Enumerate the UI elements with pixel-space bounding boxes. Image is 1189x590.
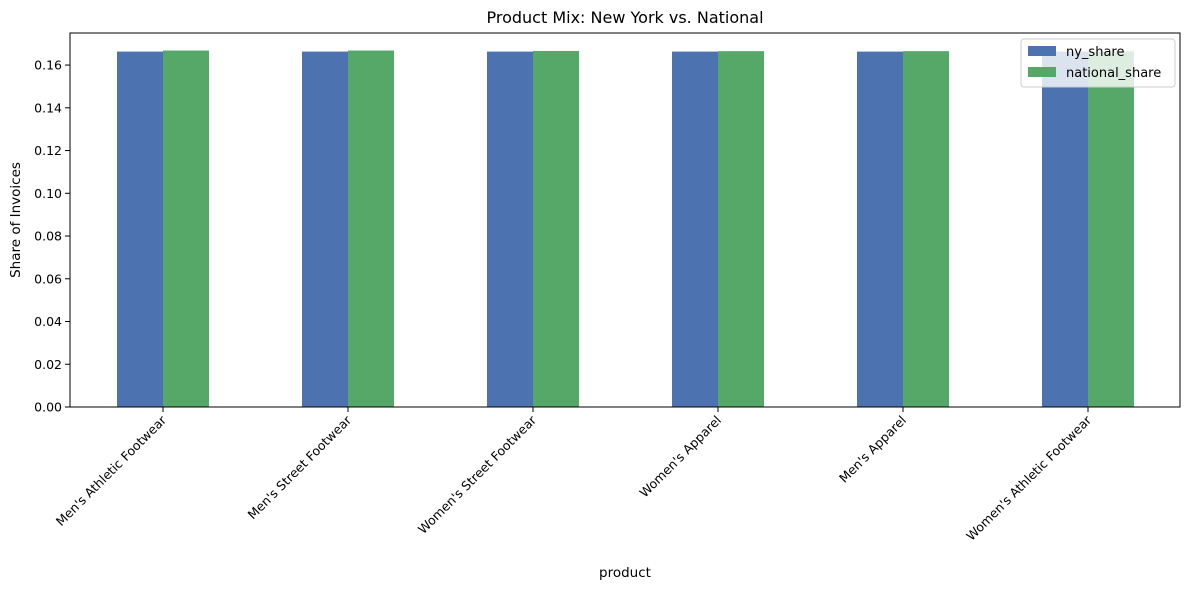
- bar-national_share-1: [348, 50, 394, 408]
- y-axis: 0.00 0.02 0.04 0.06 0.08 0.10 0.12 0.14 0.16: [34, 58, 70, 415]
- legend-label-ny_share: ny_share: [1066, 45, 1124, 60]
- y-tick-label: 0.12: [34, 143, 62, 158]
- chart-title: Product Mix: New York vs. National: [486, 8, 763, 27]
- plot-frame: [69, 32, 1181, 408]
- bar-ny_share-2: [487, 51, 533, 408]
- legend-label-national_share: national_share: [1066, 66, 1161, 81]
- legend-swatch-ny_share: [1028, 46, 1056, 56]
- bar-ny_share-3: [672, 51, 718, 408]
- y-tick-label: 0.08: [34, 229, 62, 244]
- y-axis-title: Share of Invoices: [8, 162, 24, 278]
- legend: ny_share national_share: [1020, 38, 1176, 88]
- y-tick-label: 0.00: [34, 400, 62, 415]
- bars-layer: [117, 50, 1134, 408]
- bar-ny_share-0: [117, 51, 163, 408]
- x-tick-label: Women's Apparel: [636, 413, 724, 501]
- y-tick-label: 0.06: [34, 271, 62, 286]
- x-tick-label: Men's Apparel: [836, 413, 909, 486]
- legend-box: [1020, 38, 1176, 88]
- bar-national_share-5: [1088, 51, 1134, 408]
- bar-ny_share-4: [857, 51, 903, 408]
- x-axis: Men's Athletic Footwear Men's Street Foot…: [53, 407, 1095, 543]
- bar-national_share-2: [533, 50, 579, 408]
- y-tick-label: 0.16: [34, 58, 62, 73]
- y-tick-label: 0.14: [34, 100, 62, 115]
- x-tick-label: Men's Street Footwear: [245, 412, 355, 522]
- x-axis-title: product: [599, 565, 651, 581]
- x-tick-label: Women's Athletic Footwear: [963, 412, 1095, 544]
- x-tick-label: Women's Street Footwear: [415, 412, 540, 537]
- y-tick-label: 0.02: [34, 357, 62, 372]
- bar-national_share-3: [718, 51, 764, 408]
- bar-ny_share-1: [302, 51, 348, 408]
- legend-swatch-national_share: [1028, 67, 1056, 77]
- bar-national_share-0: [163, 50, 209, 408]
- bar-ny_share-5: [1042, 51, 1088, 408]
- x-tick-label: Men's Athletic Footwear: [53, 412, 170, 529]
- y-tick-label: 0.10: [34, 186, 62, 201]
- bar-national_share-4: [903, 51, 949, 408]
- y-tick-label: 0.04: [34, 314, 62, 329]
